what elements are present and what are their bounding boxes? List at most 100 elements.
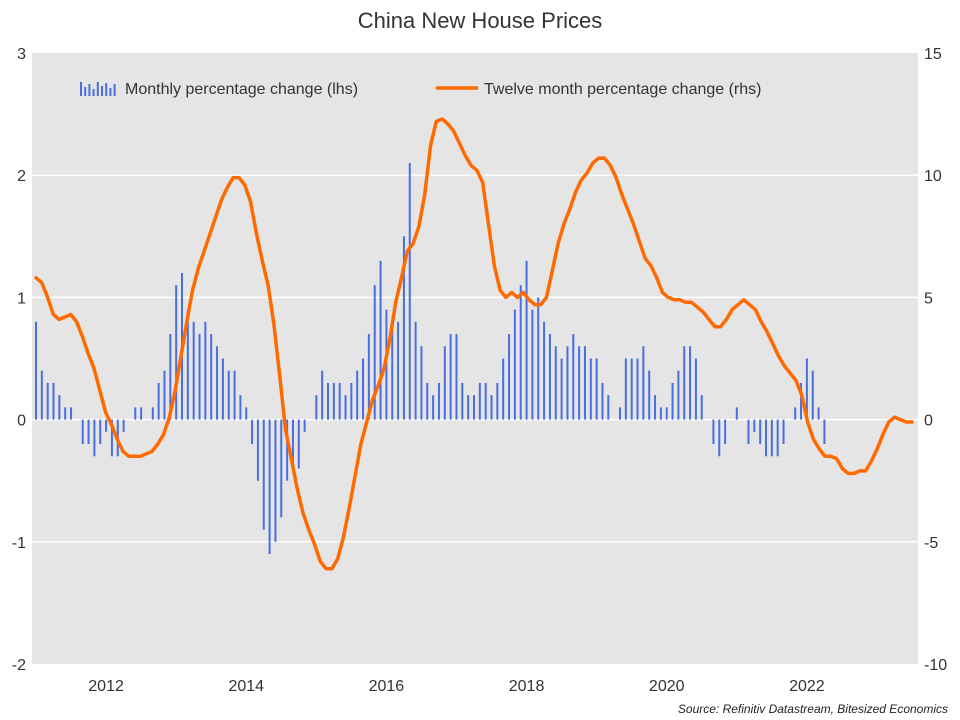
monthly-bar (519, 285, 522, 420)
monthly-bar (659, 407, 662, 420)
monthly-bar (548, 334, 551, 420)
monthly-bar (46, 382, 49, 420)
monthly-bar (502, 358, 505, 420)
right-tick-label: -5 (924, 535, 938, 552)
monthly-bar (81, 419, 84, 445)
monthly-bar (356, 370, 359, 420)
monthly-bar (473, 395, 475, 420)
monthly-bar (583, 346, 586, 420)
monthly-bar (350, 382, 353, 420)
monthly-bar (291, 419, 294, 469)
monthly-bar (256, 419, 259, 481)
monthly-bar (747, 419, 750, 445)
monthly-bar (572, 334, 575, 420)
monthly-bar (665, 407, 668, 420)
monthly-bar (40, 370, 43, 420)
monthly-bar (99, 419, 102, 445)
monthly-bar (683, 346, 686, 420)
monthly-bar (35, 321, 37, 420)
legend-bar-mark (96, 82, 99, 96)
monthly-bar (700, 395, 703, 420)
monthly-bar (636, 358, 639, 420)
monthly-bar (227, 370, 230, 420)
monthly-bar (776, 419, 779, 457)
x-tick-label: 2016 (369, 678, 405, 695)
monthly-bar (52, 382, 55, 420)
right-tick-label: 0 (924, 413, 933, 430)
monthly-bar (689, 346, 692, 420)
chart-title: China New House Prices (358, 8, 603, 33)
monthly-bar (362, 358, 365, 420)
monthly-bar (513, 309, 516, 420)
monthly-bar (800, 382, 803, 420)
monthly-bar (624, 358, 627, 420)
legend-bar-mark (84, 87, 87, 96)
monthly-bar (467, 395, 470, 420)
legend-line-label: Twelve month percentage change (rhs) (484, 81, 761, 98)
monthly-bar (578, 346, 581, 420)
monthly-bar (87, 419, 90, 445)
monthly-bar (718, 419, 721, 457)
monthly-bar (210, 334, 213, 420)
left-tick-label: -2 (12, 657, 26, 674)
monthly-bar (163, 370, 166, 420)
monthly-bar (426, 382, 429, 420)
left-tick-label: 0 (17, 413, 26, 430)
monthly-bar (245, 407, 248, 420)
monthly-bar (449, 334, 452, 420)
right-tick-label: -10 (924, 657, 947, 674)
left-tick-label: 2 (17, 168, 26, 185)
right-axis-ticks: -10 -5 0 5 10 15 (924, 46, 947, 674)
monthly-bar (58, 395, 61, 420)
gridlines (32, 174, 918, 543)
left-tick-label: 1 (17, 290, 26, 307)
monthly-bar (216, 346, 219, 420)
left-tick-label: -1 (12, 535, 26, 552)
monthly-bar (157, 382, 160, 420)
monthly-bar (478, 382, 481, 420)
monthly-bar (432, 395, 435, 420)
monthly-bar (332, 382, 335, 420)
monthly-bar (239, 395, 242, 420)
monthly-bar (192, 321, 195, 420)
x-tick-label: 2022 (789, 678, 825, 695)
monthly-bar (93, 419, 96, 457)
monthly-bar (794, 407, 797, 420)
monthly-bar (735, 407, 738, 420)
monthly-bar (379, 260, 382, 420)
monthly-bar (770, 419, 773, 457)
monthly-bar (338, 382, 341, 420)
monthly-bar (402, 236, 405, 420)
x-tick-label: 2014 (228, 678, 264, 695)
monthly-bar (315, 395, 318, 420)
monthly-bar (169, 334, 172, 420)
right-tick-label: 5 (924, 290, 933, 307)
monthly-bar (198, 334, 201, 420)
x-axis-ticks: 2012 2014 2016 2018 2020 2022 (88, 678, 824, 695)
monthly-bar (437, 382, 440, 420)
monthly-bar (303, 419, 306, 432)
right-tick-label: 15 (924, 46, 942, 63)
monthly-bar (759, 419, 762, 445)
legend-bar-mark (80, 82, 82, 96)
monthly-bar (543, 321, 546, 420)
monthly-bar (554, 346, 557, 420)
monthly-bar (286, 419, 289, 481)
monthly-bar (105, 419, 108, 432)
monthly-bar (344, 395, 347, 420)
monthly-bar (724, 419, 727, 445)
x-tick-label: 2012 (88, 678, 124, 695)
monthly-bar (496, 382, 499, 420)
monthly-bar (508, 334, 511, 420)
monthly-bar (601, 382, 604, 420)
monthly-bar (64, 407, 67, 420)
monthly-bar (461, 382, 464, 420)
legend-bar-mark (92, 89, 95, 96)
monthly-bar (589, 358, 592, 420)
monthly-bar (712, 419, 715, 445)
monthly-bar (373, 285, 376, 420)
monthly-bar (607, 395, 610, 420)
monthly-bar (455, 334, 458, 420)
monthly-bar (186, 309, 189, 420)
